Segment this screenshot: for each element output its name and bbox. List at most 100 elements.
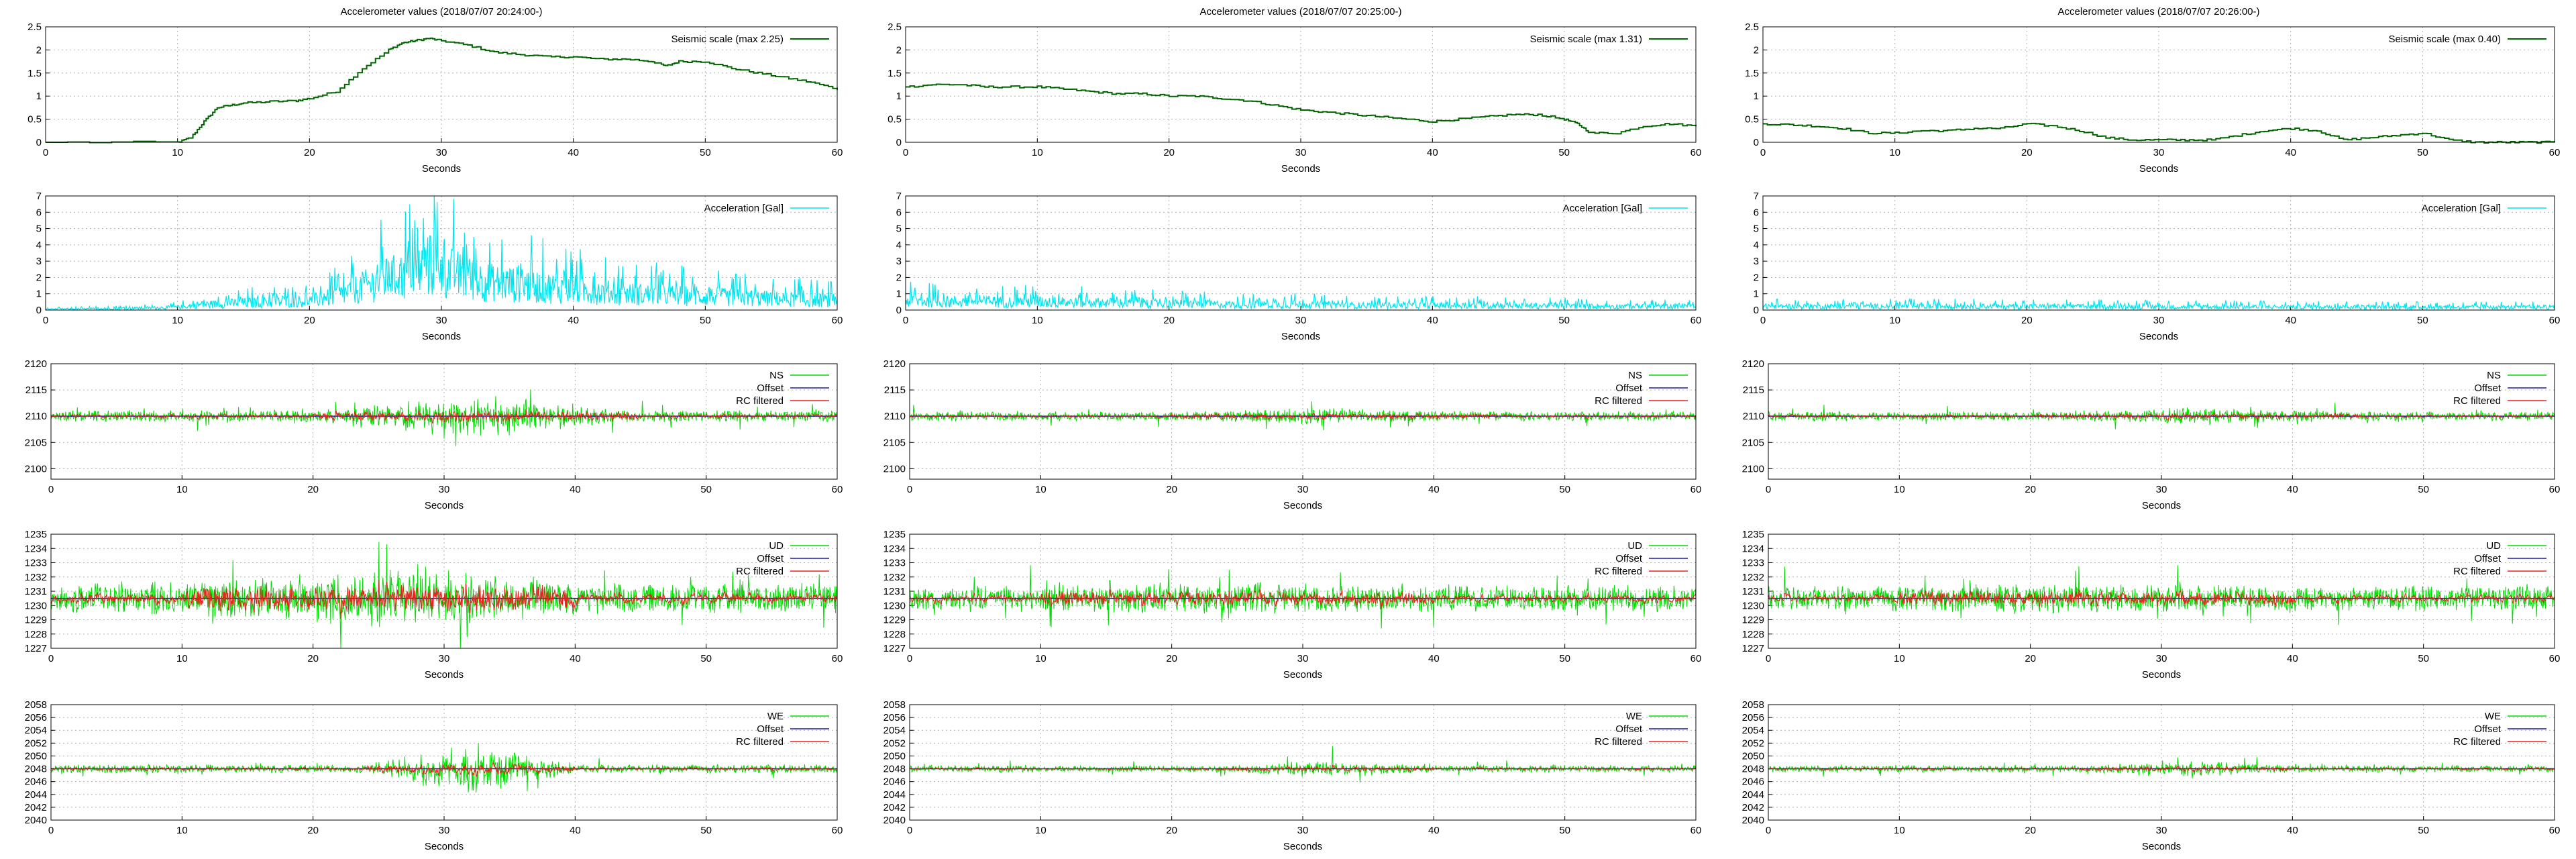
y-tick-label: 1232 (883, 572, 906, 583)
y-tick-label: 0.5 (1745, 114, 1759, 125)
y-tick-label: 1232 (25, 572, 47, 583)
plot-WE-2: 0 10 20 30 40 50 60204020422044204620482050205… (883, 699, 1702, 852)
y-tick-label: 1233 (883, 558, 906, 569)
plot-frame (909, 534, 1697, 649)
y-tick-label: 7 (1754, 191, 1759, 202)
x-tick-label: 60 (832, 653, 843, 664)
x-tick-label: 20 (307, 825, 319, 836)
chart-title: Accelerometer values (2018/07/07 20:26:0… (2057, 6, 2259, 17)
x-tick-label: 0 (903, 147, 908, 158)
legend-label: Offset (1615, 383, 1643, 394)
plot-frame (1768, 363, 2555, 480)
y-tick-label: 2046 (1742, 776, 1764, 788)
y-tick-label: 2.5 (28, 21, 42, 33)
y-tick-label: 1228 (25, 629, 47, 640)
x-axis-label: Seconds (422, 331, 461, 342)
x-axis-label: Seconds (422, 163, 461, 174)
y-tick-label: 2050 (25, 750, 47, 762)
y-tick-label: 1235 (25, 529, 47, 540)
x-tick-label: 30 (439, 484, 450, 495)
y-tick-label: 2046 (883, 776, 906, 788)
y-tick-label: 2.5 (888, 21, 902, 33)
y-tick-label: 2054 (1742, 725, 1764, 736)
y-tick-label: 4 (36, 240, 42, 251)
plot-frame (45, 26, 838, 143)
legend-label: RC filtered (2453, 736, 2501, 748)
legend-label: Seismic scale (max 0.40) (2388, 34, 2501, 45)
x-tick-label: 50 (700, 484, 712, 495)
y-tick-label: 2115 (884, 385, 906, 396)
x-tick-label: 50 (700, 315, 711, 326)
legend-label: RC filtered (2453, 395, 2501, 407)
x-tick-label: 10 (172, 315, 183, 326)
y-tick-label: 2100 (25, 463, 47, 474)
x-tick-label: 30 (2153, 315, 2165, 326)
y-tick-label: 1231 (25, 586, 47, 597)
x-tick-label: 20 (2021, 147, 2033, 158)
y-tick-label: 1.5 (888, 68, 902, 79)
x-tick-label: 30 (1295, 315, 1307, 326)
x-tick-label: 40 (570, 653, 581, 664)
x-tick-label: 10 (1894, 484, 1905, 495)
x-tick-label: 10 (1889, 315, 1900, 326)
y-tick-label: 1235 (883, 529, 906, 540)
y-tick-label: 1227 (883, 643, 906, 654)
x-tick-label: 30 (1297, 653, 1309, 664)
y-tick-label: 2044 (883, 789, 906, 801)
y-tick-label: 2040 (1742, 815, 1764, 826)
legend-label: RC filtered (1595, 736, 1642, 748)
x-tick-label: 10 (1032, 147, 1043, 158)
plot-WE-3: 0 10 20 30 40 50 60204020422044204620482050205… (1742, 699, 2561, 852)
y-tick-label: 2050 (883, 750, 906, 762)
y-tick-label: 1 (1754, 289, 1759, 300)
x-tick-label: 30 (436, 315, 447, 326)
y-tick-label: 1230 (883, 600, 906, 611)
x-tick-label: 40 (2285, 315, 2296, 326)
x-tick-label: 30 (2156, 484, 2167, 495)
x-tick-label: 50 (1558, 315, 1570, 326)
y-tick-label: 2042 (25, 802, 47, 813)
y-tick-label: 7 (896, 191, 902, 202)
y-tick-label: 2048 (883, 764, 906, 775)
x-tick-label: 40 (1428, 653, 1440, 664)
x-tick-label: 10 (176, 653, 188, 664)
x-tick-label: 10 (1894, 825, 1905, 836)
acceleration-series-line (1762, 297, 2555, 311)
x-tick-label: 50 (700, 653, 712, 664)
legend-label: Seismic scale (max 1.31) (1529, 34, 1642, 45)
x-tick-label: 10 (1035, 653, 1046, 664)
raw-series-line (1768, 757, 2555, 779)
y-tick-label: 1.5 (1745, 68, 1759, 79)
x-tick-label: 50 (1559, 653, 1570, 664)
y-tick-label: 0 (896, 305, 902, 316)
plot-acceleration-3: 0 10 20 30 40 50 60 0 1 2 3 4 5 6 7 Seconds Acceleration… (1754, 191, 2561, 342)
y-tick-label: 2120 (883, 358, 906, 370)
x-tick-label: 0 (907, 825, 912, 836)
x-axis-label: Seconds (2139, 163, 2178, 174)
x-tick-label: 10 (176, 484, 188, 495)
y-tick-label: 1235 (1742, 529, 1764, 540)
y-tick-label: 2040 (25, 815, 47, 826)
legend-label: UD (2486, 540, 2501, 552)
raw-series-line (909, 746, 1697, 782)
x-tick-label: 0 (48, 825, 54, 836)
plot-UD-2: 0 10 20 30 40 50 60 1227 1228 1229 1230 1231 1232 123… (883, 529, 1702, 680)
y-tick-label: 1228 (883, 629, 906, 640)
plot-WE-1: 0 10 20 30 40 50 60204020422044204620482050205… (25, 699, 843, 852)
x-tick-label: 30 (2153, 147, 2165, 158)
y-tick-label: 1 (896, 289, 902, 300)
y-tick-label: 2 (1754, 44, 1759, 56)
x-axis-label: Seconds (1283, 669, 1322, 680)
x-tick-label: 0 (1760, 315, 1766, 326)
legend-label: UD (769, 540, 784, 552)
acceleration-series-line (905, 281, 1697, 311)
x-tick-label: 20 (2025, 825, 2036, 836)
plot-frame (1762, 195, 2555, 311)
x-tick-label: 50 (700, 147, 711, 158)
plot-NS-3: 0 10 20 30 40 50 60 2100 2105 2110 2115 2120 Seconds… (1742, 358, 2561, 511)
legend-label: Acceleration [Gal] (704, 203, 784, 214)
y-tick-label: 3 (36, 256, 42, 267)
rc-filtered-series-line (50, 580, 838, 619)
plot-seismic-2: Accelerometer values (2018/07/07 20:25:0… (888, 6, 1701, 174)
plot-seismic-3: Accelerometer values (2018/07/07 20:26:0… (1745, 6, 2560, 174)
